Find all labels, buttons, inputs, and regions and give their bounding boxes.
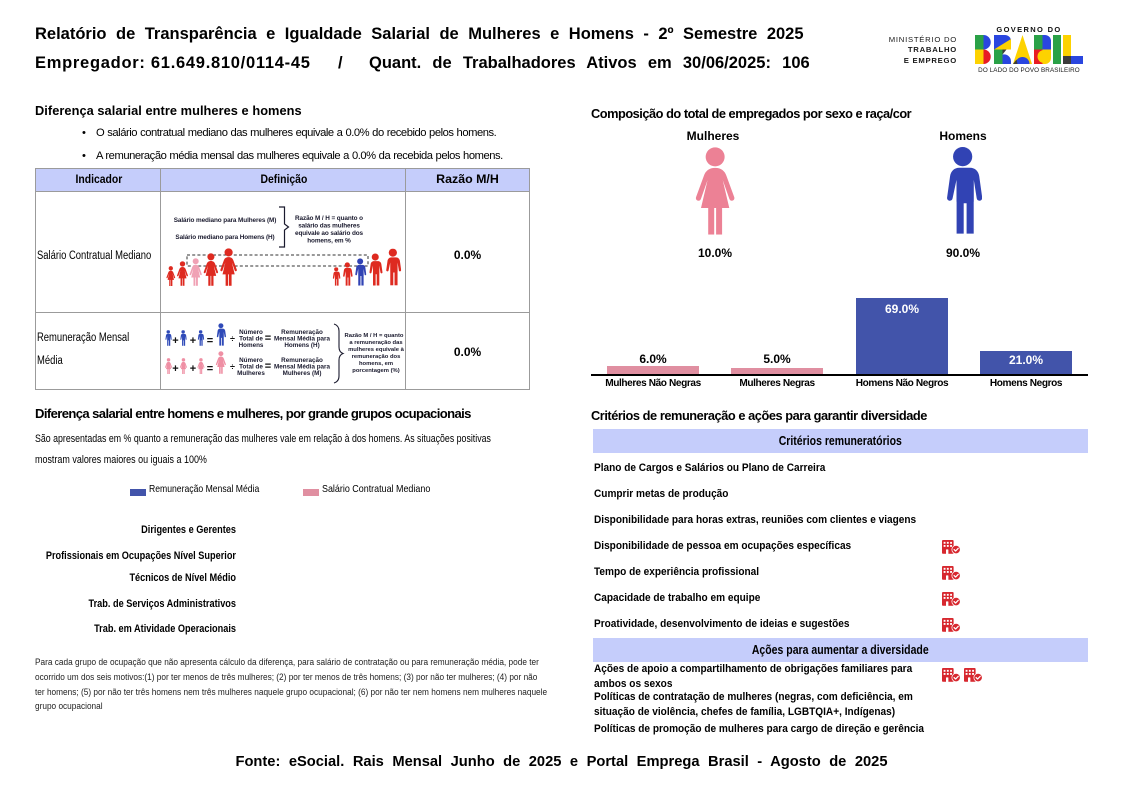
svg-text:=: = [265, 333, 271, 345]
svg-text:Total de: Total de [239, 364, 263, 371]
svg-text:+: + [172, 335, 178, 347]
svg-text:÷: ÷ [230, 362, 235, 372]
svg-text:=: = [265, 361, 271, 373]
svg-text:Número: Número [239, 357, 263, 364]
svg-text:equivale ao salário dos: equivale ao salário dos [295, 230, 364, 237]
svg-text:Razão M / H = quanto o: Razão M / H = quanto o [295, 215, 363, 222]
svg-text:+: + [172, 363, 178, 375]
svg-text:Mensal Média para: Mensal Média para [274, 336, 330, 343]
svg-text:homens, em %: homens, em % [307, 238, 351, 245]
svg-text:Homens (H): Homens (H) [284, 342, 319, 349]
svg-text:Remuneração: Remuneração [281, 357, 323, 364]
svg-text:porcentagem (%): porcentagem (%) [352, 368, 399, 374]
svg-text:+: + [190, 335, 196, 347]
svg-text:Mulheres: Mulheres [237, 370, 265, 377]
svg-text:=: = [207, 363, 213, 375]
svg-text:a remuneração das: a remuneração das [349, 340, 403, 346]
svg-text:remuneração dos: remuneração dos [352, 354, 401, 360]
svg-text:Salário mediano para Homens (H: Salário mediano para Homens (H) [175, 234, 274, 241]
svg-text:Número: Número [239, 329, 263, 336]
svg-text:+: + [190, 363, 196, 375]
svg-text:=: = [207, 335, 213, 347]
svg-text:Razão M / H = quanto: Razão M / H = quanto [345, 333, 404, 339]
svg-text:salário das mulheres: salário das mulheres [298, 223, 360, 230]
svg-text:mulheres equivale à: mulheres equivale à [348, 347, 405, 353]
svg-text:Homens: Homens [239, 342, 264, 349]
svg-text:Remuneração: Remuneração [281, 329, 323, 336]
svg-text:Mensal Média para: Mensal Média para [274, 364, 330, 371]
svg-text:Total de: Total de [239, 336, 263, 343]
svg-text:Mulheres (M): Mulheres (M) [283, 370, 322, 377]
svg-text:homens, em: homens, em [359, 361, 393, 367]
svg-text:Salário mediano para Mulheres: Salário mediano para Mulheres (M) [174, 217, 277, 224]
svg-text:÷: ÷ [230, 334, 235, 344]
